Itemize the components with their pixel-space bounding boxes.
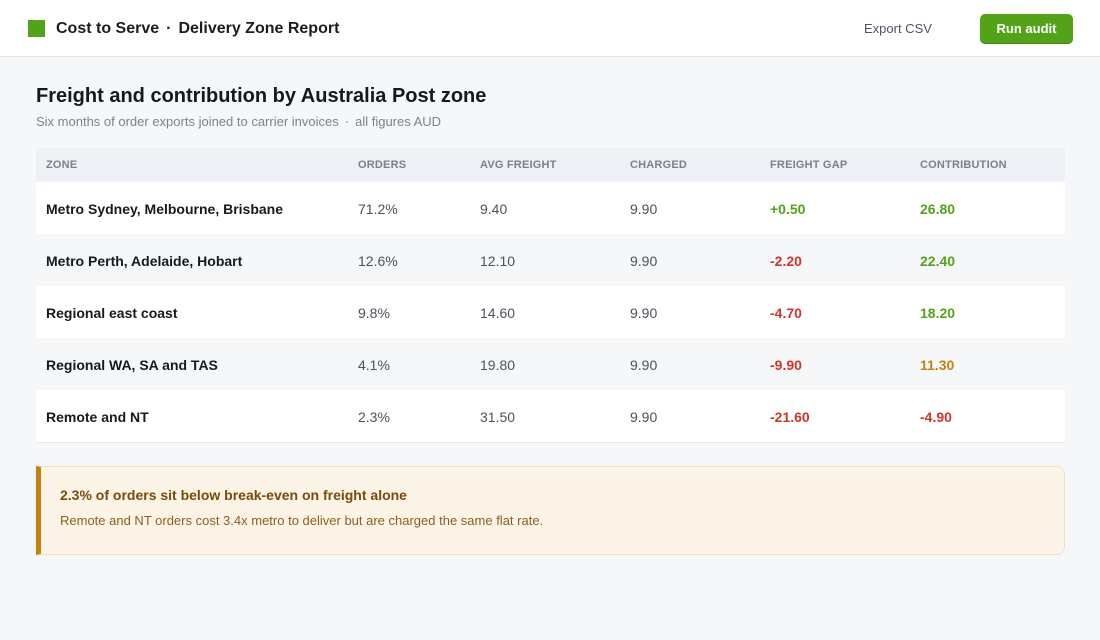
cell-freight-gap: -4.70 (770, 305, 802, 321)
zone-table: ZONE ORDERS AVG FREIGHT CHARGED FREIGHT … (36, 148, 1065, 443)
app-title: Cost to Serve · Delivery Zone Report (56, 20, 339, 38)
column-header-contribution: CONTRIBUTION (920, 159, 1007, 171)
cell-zone: Regional east coast (46, 305, 178, 321)
cell-freight-gap: -9.90 (770, 357, 802, 373)
subtitle-note: all figures AUD (355, 114, 442, 129)
cell-contribution: 22.40 (920, 253, 956, 269)
column-header-freight-gap: FREIGHT GAP (770, 159, 848, 171)
top-bar: Cost to Serve · Delivery Zone Report Expor… (0, 0, 1100, 57)
cell-zone: Remote and NT (46, 409, 149, 425)
cell-contribution: 18.20 (920, 305, 956, 321)
cell-avg-freight: 19.80 (480, 357, 516, 373)
page-subtitle: Six months of order exports joined to ca… (36, 114, 441, 129)
cell-orders: 2.3% (358, 409, 390, 425)
title-separator: · (166, 20, 172, 37)
table-row: Metro Sydney, Melbourne, Brisbane 71.2% … (36, 182, 1065, 234)
cell-avg-freight: 9.40 (480, 201, 508, 217)
app-name: Cost to Serve (56, 20, 160, 37)
cell-contribution: 26.80 (920, 201, 956, 217)
brand-logo-icon (28, 20, 45, 37)
cell-avg-freight: 14.60 (480, 305, 516, 321)
cell-charged: 9.90 (630, 357, 658, 373)
column-header-zone: ZONE (46, 159, 78, 171)
cell-charged: 9.90 (630, 409, 658, 425)
table-header: ZONE ORDERS AVG FREIGHT CHARGED FREIGHT … (36, 148, 1065, 182)
table-row: Remote and NT 2.3% 31.50 9.90 -21.60 -4.… (36, 390, 1065, 442)
cell-charged: 9.90 (630, 201, 658, 217)
subtitle-text: Six months of order exports joined to ca… (36, 114, 339, 129)
cell-freight-gap: +0.50 (770, 201, 806, 217)
table-row: Regional WA, SA and TAS 4.1% 19.80 9.90 … (36, 338, 1065, 390)
cell-orders: 12.6% (358, 253, 398, 269)
export-csv-button[interactable]: Export CSV (864, 21, 932, 36)
callout-body: Remote and NT orders cost 3.4x metro to … (60, 513, 544, 528)
run-audit-button[interactable]: Run audit (980, 14, 1073, 43)
column-header-charged: CHARGED (630, 159, 688, 171)
page-title: Freight and contribution by Australia Po… (36, 85, 487, 107)
cell-orders: 71.2% (358, 201, 398, 217)
cell-zone: Metro Sydney, Melbourne, Brisbane (46, 201, 284, 217)
cell-freight-gap: -2.20 (770, 253, 802, 269)
cell-contribution: 11.30 (920, 357, 955, 373)
cell-freight-gap: -21.60 (770, 409, 810, 425)
table-row: Regional east coast 9.8% 14.60 9.90 -4.7… (36, 286, 1065, 338)
report-name: Delivery Zone Report (178, 20, 340, 37)
cell-zone: Regional WA, SA and TAS (46, 357, 218, 373)
column-header-orders: ORDERS (358, 159, 407, 171)
cell-orders: 9.8% (358, 305, 390, 321)
cell-charged: 9.90 (630, 305, 658, 321)
cell-contribution: -4.90 (920, 409, 952, 425)
cell-zone: Metro Perth, Adelaide, Hobart (46, 253, 243, 269)
cell-avg-freight: 12.10 (480, 253, 516, 269)
table-row: Metro Perth, Adelaide, Hobart 12.6% 12.1… (36, 234, 1065, 286)
cell-avg-freight: 31.50 (480, 409, 516, 425)
cell-charged: 9.90 (630, 253, 658, 269)
callout-title: 2.3% of orders sit below break-even on f… (60, 487, 407, 503)
column-header-avg-freight: AVG FREIGHT (480, 159, 557, 171)
subtitle-separator: · (344, 114, 350, 129)
break-even-callout: 2.3% of orders sit below break-even on f… (36, 466, 1065, 555)
cell-orders: 4.1% (358, 357, 390, 373)
